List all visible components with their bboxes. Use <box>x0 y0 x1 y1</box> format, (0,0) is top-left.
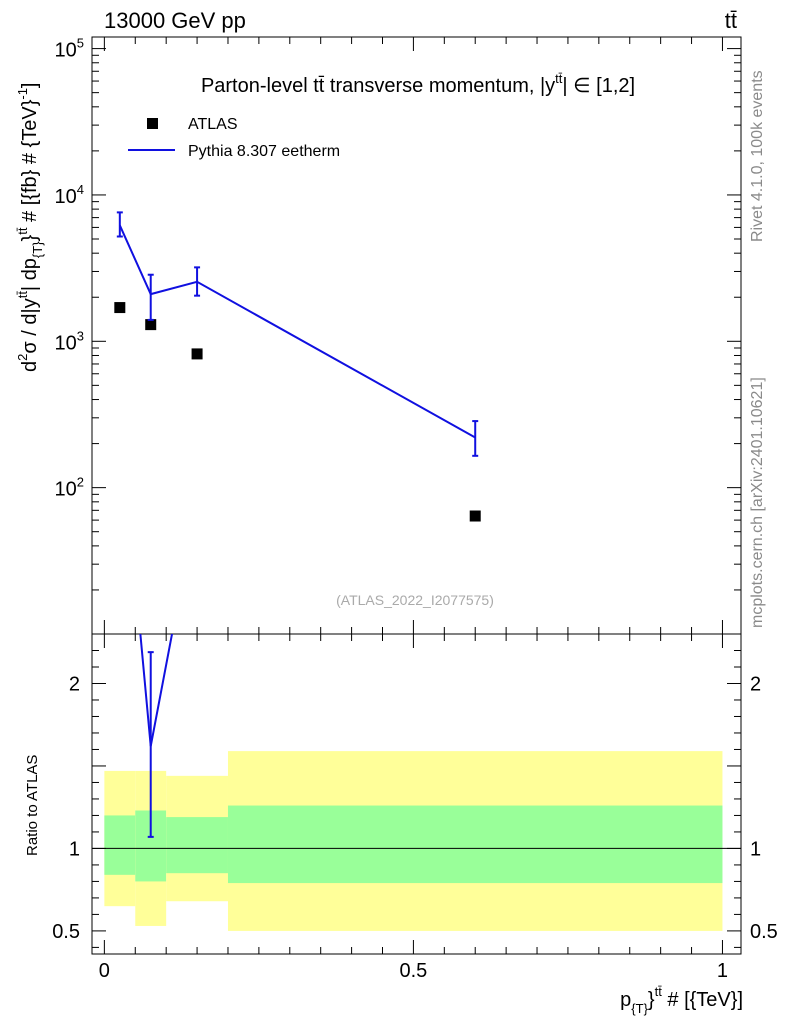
ratio-y-tick-label-left-1: 1 <box>69 838 80 860</box>
legend-atlas-marker <box>147 118 158 129</box>
title-tail: | ∈ [1,2] <box>562 75 635 97</box>
title-tt: tt̄ <box>313 75 325 97</box>
ratio-y-tick-label-right-0: 0.5 <box>750 921 778 943</box>
ratio-y-tick-label-right-1: 1 <box>750 838 761 860</box>
atlas-point-3 <box>469 510 481 522</box>
ratio-ticks-layer: 0.5 0.5 1 1 2 2 0 0.5 1 <box>52 634 778 982</box>
analysis-id: (ATLAS_2022_I2077575) <box>336 592 494 608</box>
ratio-bands-layer <box>92 751 741 931</box>
main-ticks-layer: 102 103 104 105 <box>55 36 741 635</box>
x-axis-label: p{T}}tt̄ # [{TeV}] <box>620 984 743 1016</box>
main-y-tick-label-0: 102 <box>55 475 84 501</box>
header-process: tt̄ <box>725 8 737 33</box>
ratio-y-axis-label: Ratio to ATLAS <box>24 755 41 856</box>
header-energy: 13000 GeV pp <box>104 8 246 33</box>
mcplots-label: mcplots.cern.ch [arXiv:2401.10621] <box>749 377 766 628</box>
ratio-plot-frame <box>91 633 742 955</box>
ratio-band-inner-0 <box>104 815 136 875</box>
main-y-axis-label: d2σ / d|ytt̄| dp{T}}tt̄ # [{fb} # {TeV}-… <box>15 83 45 373</box>
x-tick-label-1: 0.5 <box>400 960 428 982</box>
rivet-version-label: Rivet 4.1.0, 100k events <box>749 70 766 242</box>
title-y: y <box>545 75 555 97</box>
main-y-tick-label-3: 105 <box>55 36 84 62</box>
title-mid: transverse momentum, | <box>324 75 545 97</box>
atlas-point-0 <box>114 302 126 314</box>
ratio-band-inner-2 <box>166 817 228 874</box>
legend-pythia-label: Pythia 8.307 eetherm <box>188 143 340 160</box>
x-tick-label-2: 1 <box>717 960 728 982</box>
ratio-band-inner-3 <box>227 805 723 884</box>
atlas-point-2 <box>191 348 203 360</box>
ratio-marks-layer <box>139 634 174 838</box>
title-lead: Parton-level <box>201 75 313 97</box>
ratio-pythia-line <box>139 634 174 747</box>
legend-atlas-label: ATLAS <box>188 116 238 133</box>
title-ysup: tt̄ <box>555 71 563 86</box>
plot-title: Parton-level tt̄ transverse momentum, |y… <box>201 71 635 97</box>
main-y-tick-label-2: 104 <box>55 182 84 208</box>
x-tick-label-0: 0 <box>99 960 110 982</box>
ratio-y-tick-label-right-2: 2 <box>750 673 761 695</box>
ratio-y-tick-label-left-0: 0.5 <box>52 921 80 943</box>
main-marks-layer <box>114 211 481 522</box>
ratio-y-tick-label-left-2: 2 <box>69 673 80 695</box>
atlas-point-1 <box>145 319 157 331</box>
main-y-tick-label-1: 103 <box>55 328 84 354</box>
pythia-line <box>118 224 476 439</box>
ratio-series-group <box>139 634 174 838</box>
